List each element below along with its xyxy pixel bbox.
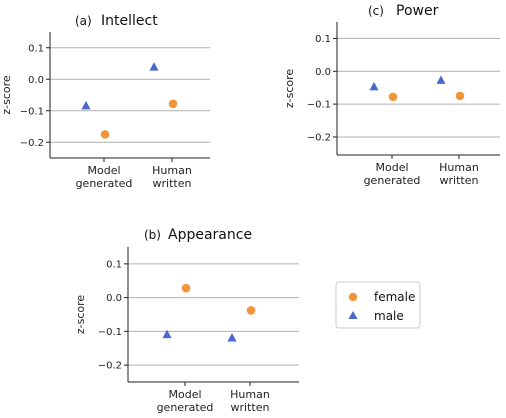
x-tick-label: written <box>153 177 192 190</box>
x-tick-label: generated <box>157 401 214 414</box>
panel-a-letter: (a) <box>75 14 92 28</box>
panel-appearance: (b) Appearance −0.2 −0.1 0.0 0.1 Modelgenera… <box>74 227 299 414</box>
panel-c-letter: (c) <box>368 4 384 18</box>
y-tick-label: 0.0 <box>106 293 122 304</box>
panel-c-title: Power <box>396 3 439 19</box>
panel-intellect: (a) Intellect −0.2 −0.1 0.0 0.1 Modelgenerat… <box>0 13 210 190</box>
point-power-female-1 <box>455 91 465 101</box>
point-intellect-male-1 <box>149 62 159 71</box>
point-intellect-female-0 <box>100 130 110 139</box>
y-axis-label: z-score <box>74 295 87 335</box>
point-power-female-0 <box>388 92 398 102</box>
point-power-male-0 <box>369 81 379 91</box>
legend-male-label: male <box>374 309 404 323</box>
y-tick-label: −0.2 <box>20 138 44 149</box>
point-appearance-female-0 <box>181 283 191 293</box>
y-tick-label: 0.1 <box>28 43 44 54</box>
y-tick-label: 0.0 <box>28 75 44 86</box>
legend-female-label: female <box>374 290 415 304</box>
point-appearance-male-0 <box>162 329 172 339</box>
y-tick-label: 0.1 <box>106 259 122 270</box>
legend-male-marker <box>348 311 358 319</box>
x-tick-label: Model <box>375 161 408 174</box>
y-tick-label: −0.1 <box>98 327 122 338</box>
point-appearance-male-1 <box>227 333 237 342</box>
y-axis-label: z-score <box>283 69 296 109</box>
y-tick-label: −0.1 <box>307 100 331 111</box>
x-tick-label: Human <box>439 161 479 174</box>
x-tick-label: Model <box>87 164 120 177</box>
y-tick-label: −0.1 <box>20 106 44 117</box>
y-tick-label: −0.2 <box>98 361 122 372</box>
x-tick-label: Model <box>168 388 201 401</box>
y-axis-label: z-score <box>0 75 13 115</box>
y-tick-label: −0.2 <box>307 132 331 143</box>
x-tick-label: Human <box>230 388 270 401</box>
legend-box <box>335 281 421 329</box>
y-tick-label: 0.0 <box>315 67 331 78</box>
point-appearance-female-1 <box>246 306 256 315</box>
x-tick-label: generated <box>364 174 421 187</box>
x-tick-label: generated <box>76 177 133 190</box>
y-tick-label: 0.1 <box>315 34 331 45</box>
x-tick-label: Human <box>152 164 192 177</box>
point-power-male-1 <box>436 75 446 84</box>
point-intellect-male-0 <box>81 100 91 110</box>
point-intellect-female-1 <box>168 99 178 109</box>
x-tick-label: written <box>231 401 270 414</box>
legend-female-marker <box>348 292 358 302</box>
x-tick-label: written <box>440 174 479 187</box>
panel-a-title: Intellect <box>101 13 158 29</box>
legend: female male <box>335 281 421 329</box>
panel-b-title: Appearance <box>168 227 252 243</box>
panel-b-letter: (b) <box>144 228 161 242</box>
